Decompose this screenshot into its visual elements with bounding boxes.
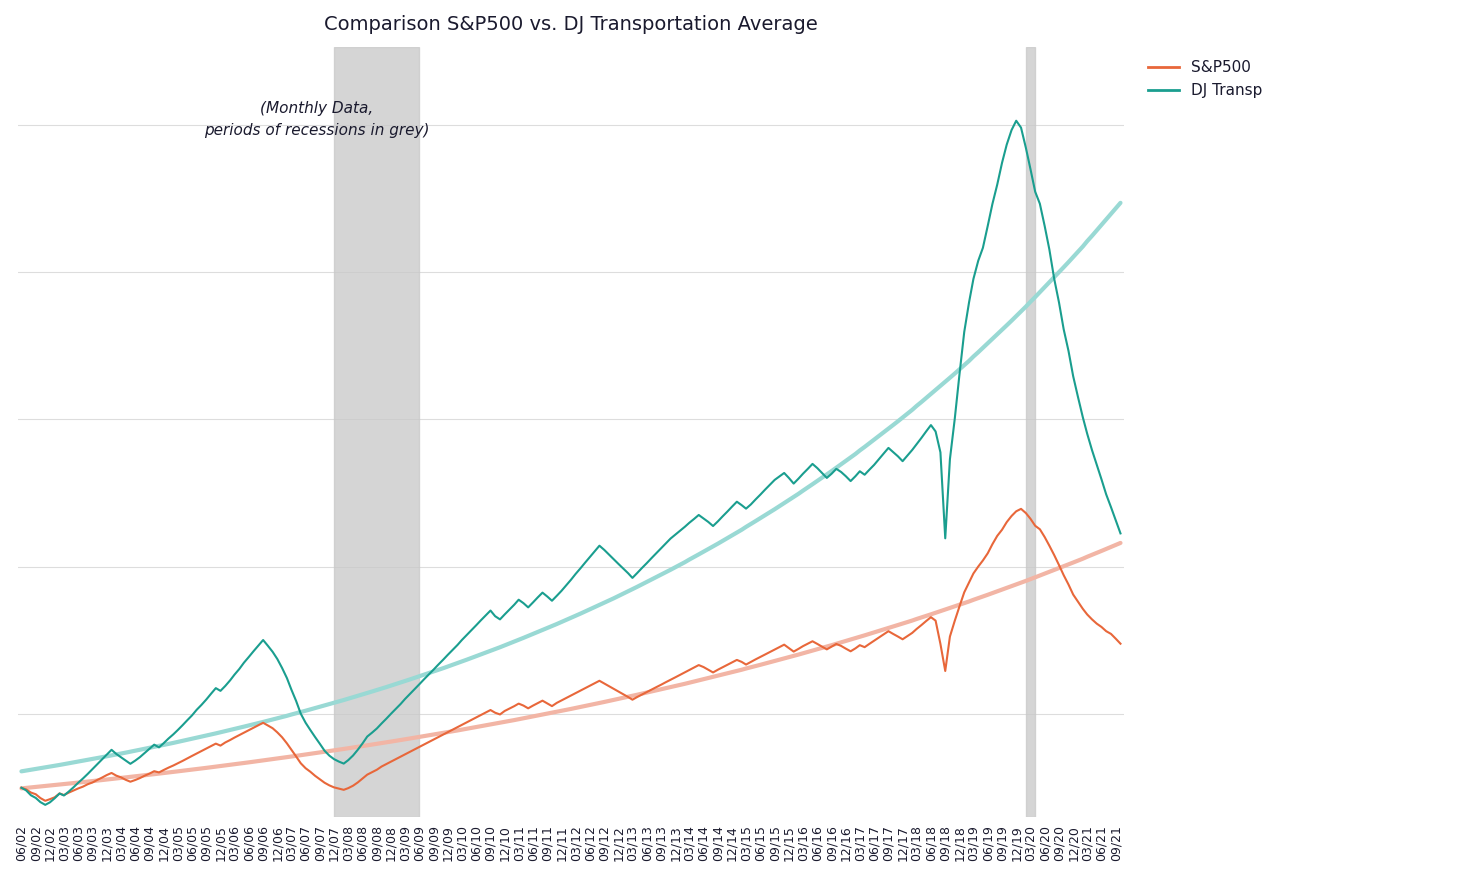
Bar [1026,46,1036,817]
Bar [334,46,419,817]
Legend: S&P500, DJ Transp: S&P500, DJ Transp [1142,54,1269,104]
Title: Comparison S&P500 vs. DJ Transportation Average: Comparison S&P500 vs. DJ Transportation … [324,15,818,34]
Text: (Monthly Data,
periods of recessions in grey): (Monthly Data, periods of recessions in … [204,101,429,138]
